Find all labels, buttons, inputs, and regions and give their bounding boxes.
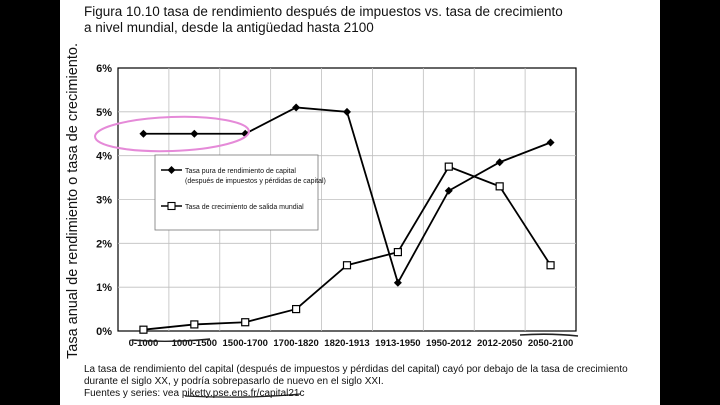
- underline-annotation: [131, 338, 211, 342]
- x-tick-label: 1950-2012: [426, 338, 471, 349]
- legend-marker: [167, 201, 176, 211]
- data-point: [139, 325, 148, 334]
- data-point: [190, 320, 199, 329]
- legend: Tasa pura de rendimiento de capital (desp…: [154, 154, 326, 231]
- chart-title-line-2: a nivel mundial, desde la antigüedad has…: [84, 20, 374, 35]
- data-point: [444, 162, 453, 171]
- x-tick-label: 1500-1700: [223, 338, 268, 349]
- x-tick-label: 2012-2050: [477, 338, 522, 349]
- footer-line-2: durante el siglo XX, y podría sobrepasar…: [84, 376, 384, 387]
- y-tick-label: 5%: [96, 107, 112, 119]
- legend-box: [154, 154, 319, 231]
- footer-sources-prefix: Fuentes y series:: [84, 388, 163, 399]
- x-tick-label: 2050-2100: [528, 338, 573, 349]
- x-tick-label: 1000-1500: [172, 338, 217, 349]
- x-tick-label: 1913-1950: [375, 338, 420, 349]
- y-tick-label: 2%: [96, 238, 112, 250]
- data-point: [495, 182, 504, 191]
- legend-label: (después de impuestos y pérdidas de capi…: [185, 178, 326, 185]
- data-point: [546, 138, 555, 147]
- data-point: [190, 129, 199, 138]
- underline-annotation: [184, 393, 301, 398]
- footer-sources-link[interactable]: vea piketty.pse.ens.fr/capital21c: [162, 388, 305, 399]
- series-world-growth: [139, 162, 555, 334]
- data-point: [139, 129, 148, 138]
- pink-ellipse-annotation: [94, 115, 250, 153]
- chart-footer: La tasa de rendimiento del capital (desp…: [84, 364, 654, 400]
- data-point: [444, 186, 453, 195]
- y-tick-label: 0%: [96, 326, 112, 338]
- data-point: [495, 158, 504, 167]
- data-point: [292, 103, 301, 112]
- data-point: [546, 261, 555, 270]
- x-tick-label: 0-1000: [129, 338, 159, 349]
- data-point: [393, 248, 402, 257]
- x-tick-label: 1820-1913: [324, 338, 369, 349]
- y-tick-label: 1%: [96, 282, 112, 294]
- chart-title: Figura 10.10 tasa de rendimiento después…: [84, 4, 644, 36]
- legend-label: Tasa de crecimiento de salida mundial: [185, 204, 304, 211]
- underline-annotation: [519, 333, 579, 337]
- right-letterbox-bar: [660, 0, 720, 405]
- data-point: [342, 261, 352, 270]
- legend-label: Tasa pura de rendimiento de capital: [185, 168, 296, 175]
- x-tick-label: 1700-1820: [273, 338, 318, 349]
- footer-line-3: Fuentes y series: vea piketty.pse.ens.fr…: [84, 388, 654, 400]
- hand-annotations: [94, 115, 579, 398]
- footer-line-1: La tasa de rendimiento del capital (desp…: [84, 364, 628, 375]
- data-point: [393, 278, 402, 287]
- data-point: [292, 304, 301, 314]
- data-point: [241, 318, 250, 327]
- data-point: [343, 107, 351, 116]
- y-tick-label: 3%: [96, 195, 112, 207]
- y-tick-label: 6%: [96, 63, 112, 75]
- chart-title-line-1: Figura 10.10 tasa de rendimiento después…: [84, 4, 563, 19]
- y-tick-label: 4%: [96, 151, 112, 163]
- left-letterbox-bar: [0, 0, 60, 405]
- legend-marker: [167, 166, 176, 174]
